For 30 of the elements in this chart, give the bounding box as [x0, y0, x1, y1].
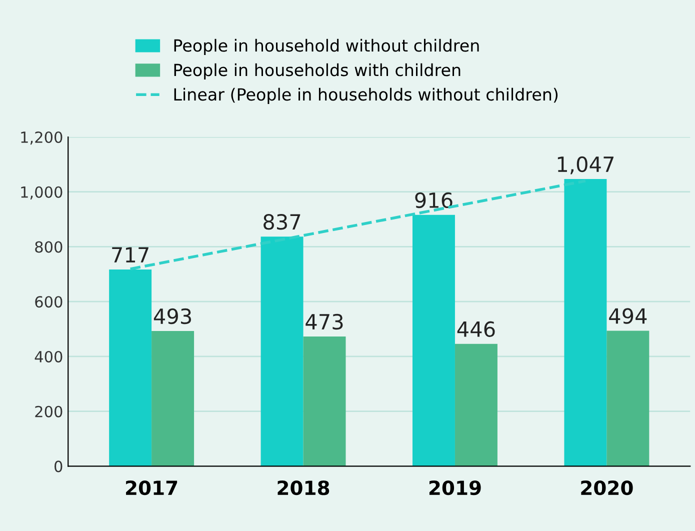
bar: [606, 330, 650, 466]
bar: [152, 330, 194, 466]
data-label: 493: [154, 308, 192, 324]
y-tick-label: 400: [34, 350, 62, 362]
y-tick-label: 800: [35, 241, 62, 253]
y-tick-label: 0: [54, 460, 62, 472]
legend-label: People in household without children: [174, 38, 479, 56]
data-label: 717: [112, 247, 148, 262]
x-tick-label: 2020: [581, 480, 633, 496]
y-tick-label: 600: [35, 296, 62, 308]
bar: [109, 270, 152, 466]
bar: [564, 178, 607, 466]
data-label: 446: [457, 321, 495, 338]
x-tick-label: 2017: [126, 480, 178, 496]
bar: [303, 336, 346, 466]
x-tick-label: 2018: [278, 480, 330, 496]
bar: [260, 236, 304, 466]
data-label: 837: [264, 214, 300, 230]
y-tick-label: 1,000: [21, 186, 62, 200]
data-label: 1,047: [558, 156, 614, 174]
data-label: 473: [306, 314, 343, 330]
legend-label: People in households with children: [174, 63, 460, 80]
y-tick-label: 200: [35, 406, 62, 418]
y-tick-label: 1,200: [21, 131, 62, 145]
data-label: 494: [609, 308, 647, 324]
data-label: 916: [415, 192, 452, 208]
x-tick-label: 2019: [429, 480, 481, 496]
bar: [454, 344, 498, 466]
bar: [412, 214, 455, 466]
legend-label: Linear (People in households without children): [174, 88, 558, 104]
